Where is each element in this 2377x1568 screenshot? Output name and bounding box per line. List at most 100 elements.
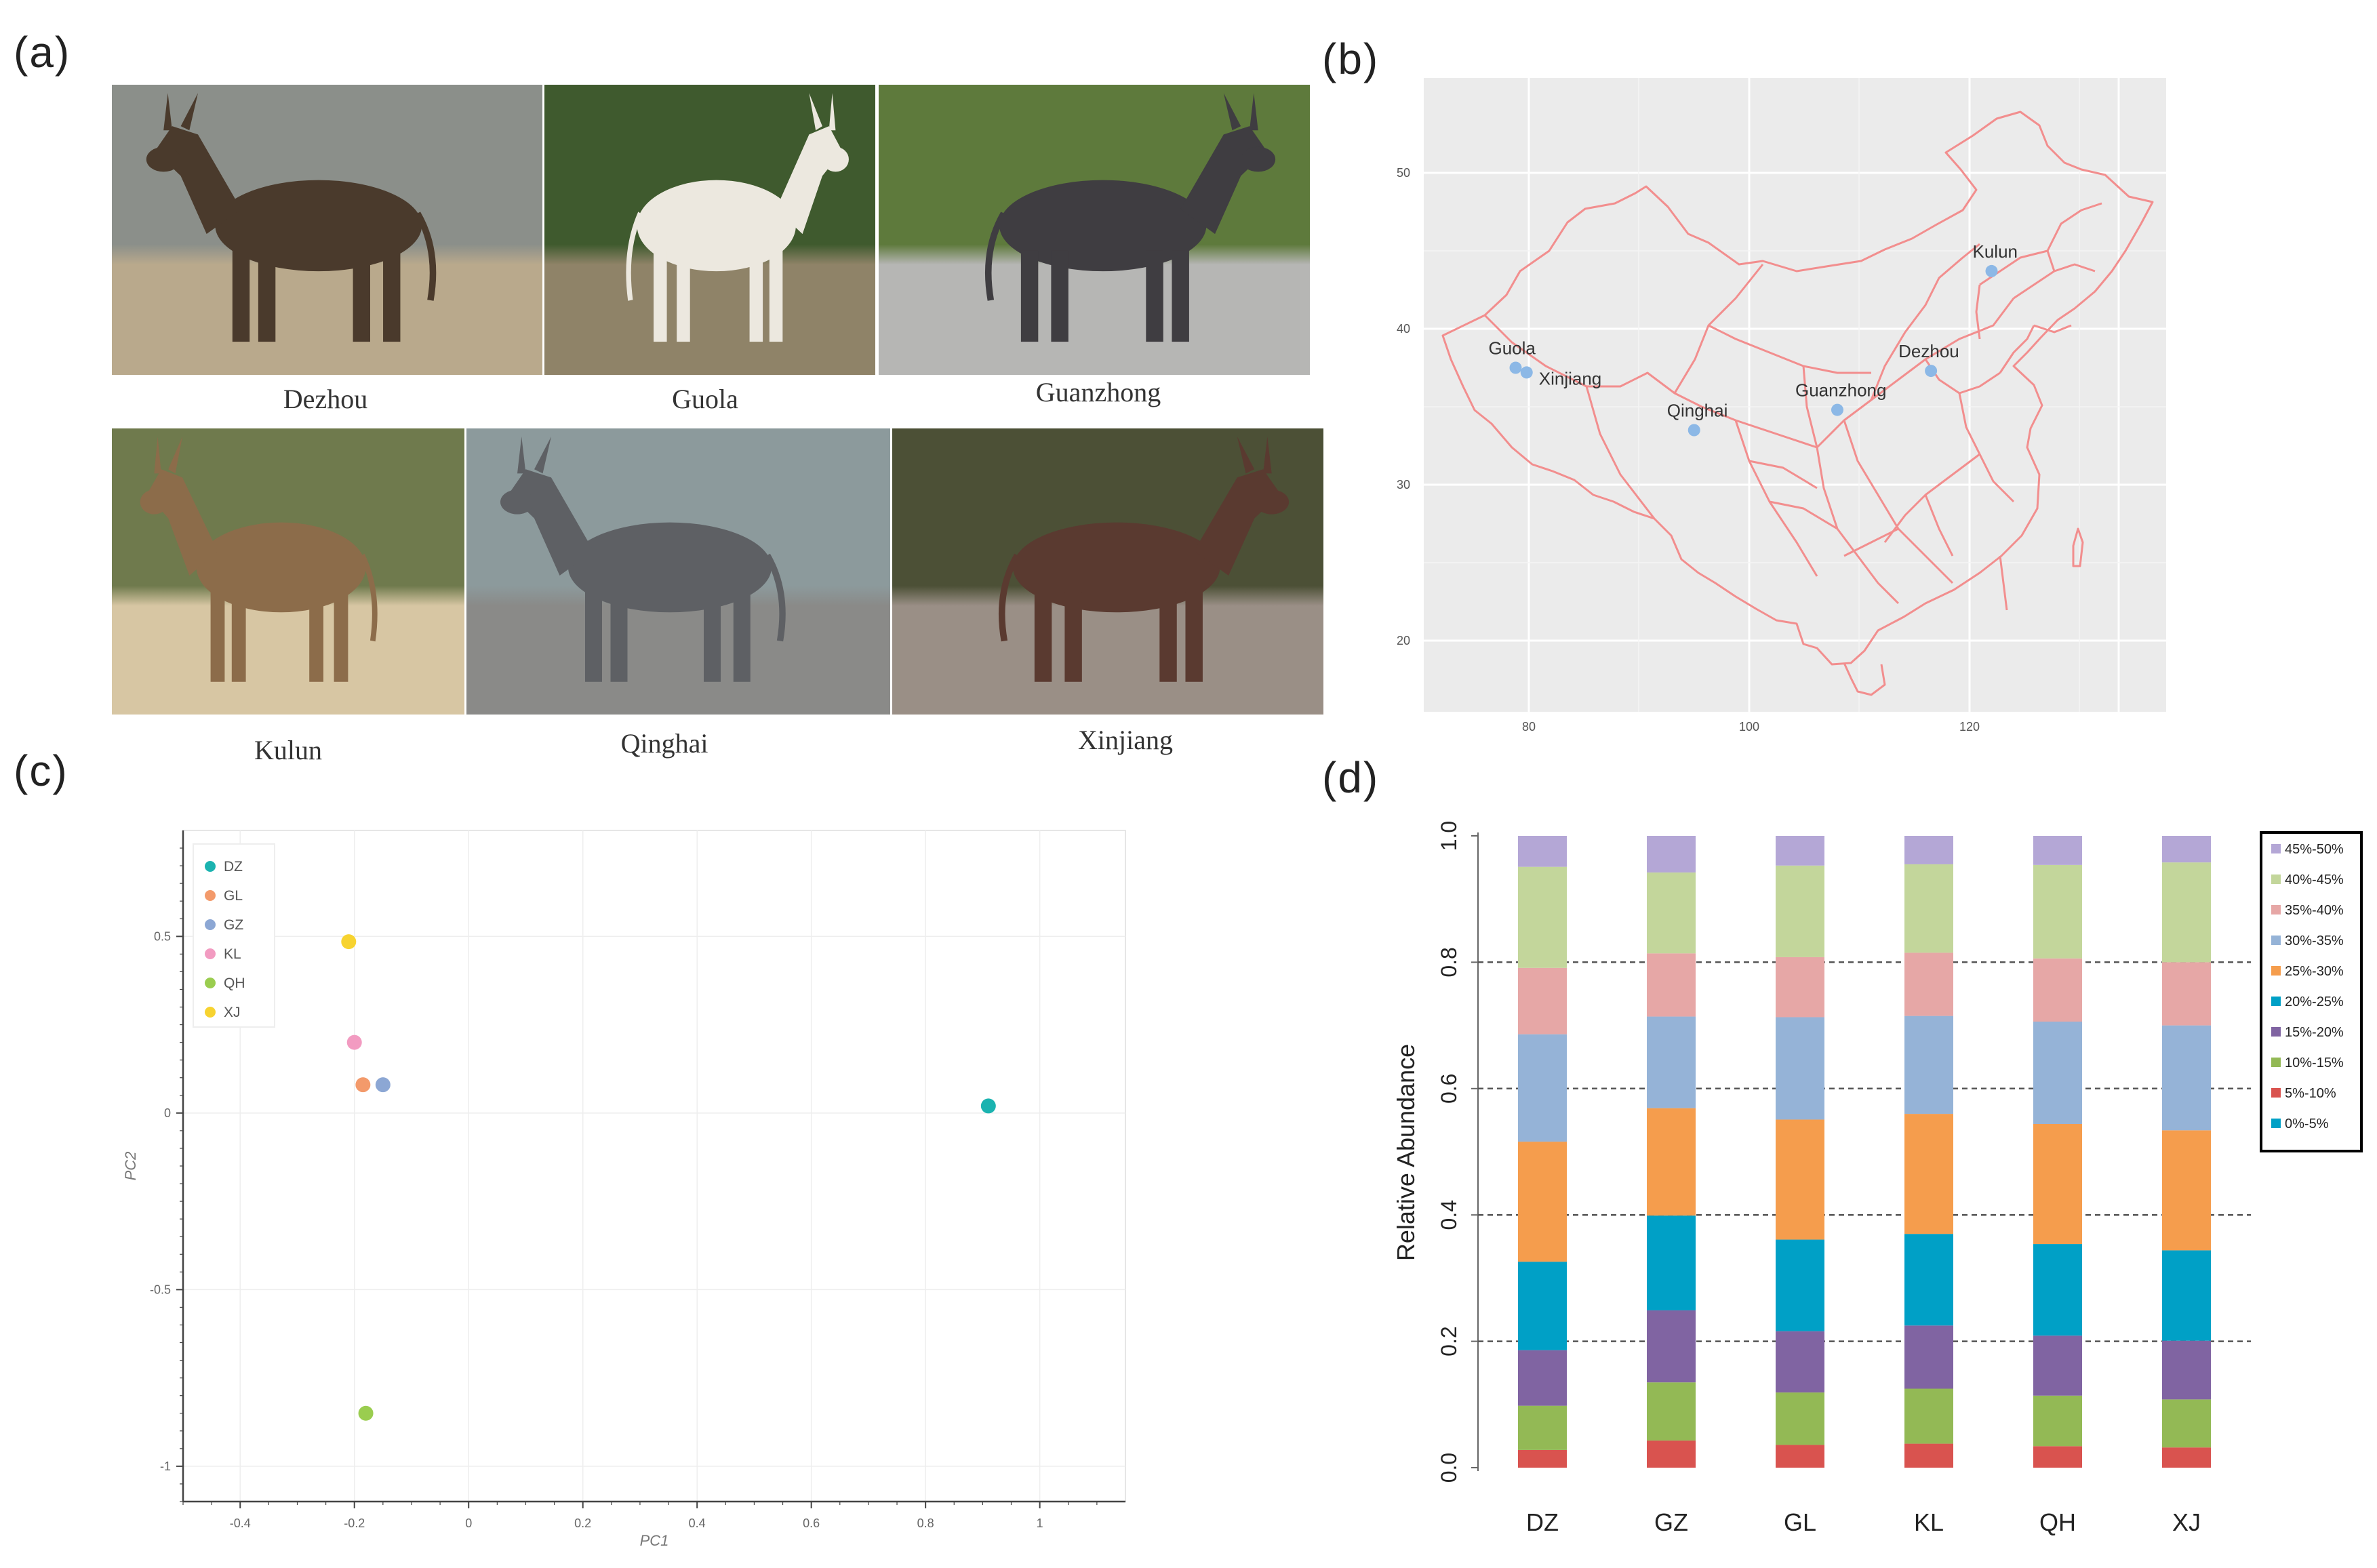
map-y-tick-50: 50 bbox=[1397, 166, 1410, 180]
map-gridlines bbox=[1424, 78, 2166, 712]
bar-segment bbox=[1904, 1443, 1953, 1468]
bar-segment bbox=[2162, 1340, 2211, 1400]
bar-x-tick-label: GL bbox=[1784, 1508, 1816, 1536]
map-y-ticks: 50 40 30 20 bbox=[1397, 166, 1410, 647]
photo-kulun-image bbox=[112, 428, 464, 715]
map-site-label: Kulun bbox=[1973, 241, 2018, 262]
map-site-point bbox=[1925, 365, 1938, 378]
bar-segment bbox=[1904, 1388, 1953, 1444]
pca-legend-label: DZ bbox=[224, 859, 243, 875]
bar-segment bbox=[1647, 1016, 1696, 1108]
pca-x-tick-label: -0.4 bbox=[230, 1516, 251, 1530]
bar-segment bbox=[1776, 865, 1824, 957]
caption-guola: Guola bbox=[672, 384, 738, 414]
pca-legend-label: QH bbox=[224, 976, 245, 991]
bar-segment bbox=[1518, 967, 1567, 1034]
bar-legend-label: 30%-35% bbox=[2285, 933, 2344, 948]
bar-segment bbox=[2033, 1123, 2082, 1245]
donkey-figure bbox=[999, 437, 1290, 682]
bar-legend-label: 5%-10% bbox=[2285, 1086, 2336, 1101]
map-background bbox=[1424, 78, 2166, 712]
bar-legend-label: 0%-5% bbox=[2285, 1117, 2329, 1131]
map-x-tick-80: 80 bbox=[1522, 720, 1536, 733]
bar-y-tick-label: 0.0 bbox=[1437, 1453, 1461, 1483]
bar-legend-label: 40%-45% bbox=[2285, 872, 2344, 887]
bar-segment bbox=[2162, 836, 2211, 863]
pca-points bbox=[341, 934, 996, 1421]
bar-segment bbox=[1904, 1114, 1953, 1234]
panel-label-c: (c) bbox=[14, 746, 68, 795]
photo-dezhou-image bbox=[112, 85, 542, 375]
photo-xinjiang-image bbox=[892, 428, 1323, 715]
bar-segment bbox=[1518, 866, 1567, 968]
bar-segment bbox=[1904, 1016, 1953, 1114]
bar-legend-label: 35%-40% bbox=[2285, 903, 2344, 918]
bar-segment bbox=[1776, 836, 1824, 866]
bar-segment bbox=[1776, 1392, 1824, 1445]
photo-xinjiang bbox=[892, 428, 1323, 715]
pca-x-tick-label: 0.8 bbox=[917, 1516, 934, 1530]
bar-stack-xj bbox=[2162, 836, 2211, 1468]
bar-x-ticks: DZ GZ GL KL QH XJ bbox=[1526, 1508, 2201, 1536]
pca-plot-area bbox=[182, 830, 1126, 1502]
pca-legend-swatch bbox=[205, 861, 216, 872]
pca-x-tick-label: 0.4 bbox=[689, 1516, 706, 1530]
bar-segment bbox=[2033, 864, 2082, 959]
bar-segment bbox=[2033, 1395, 2082, 1447]
donkey-figure bbox=[140, 437, 378, 682]
bar-stack-gz bbox=[1647, 836, 1696, 1468]
caption-kulun: Kulun bbox=[254, 735, 322, 765]
map-x-ticks: 80 100 120 bbox=[1522, 720, 1980, 733]
pca-legend-swatch bbox=[205, 1007, 216, 1018]
bar-segment bbox=[1904, 1234, 1953, 1326]
pca-legend-swatch bbox=[205, 919, 216, 930]
bar-legend-swatch bbox=[2271, 966, 2281, 976]
bar-legend-label: 15%-20% bbox=[2285, 1025, 2344, 1040]
pca-y-label: PC2 bbox=[122, 1152, 139, 1181]
donkey-figure bbox=[626, 93, 849, 342]
pca-x-tick-label: -0.2 bbox=[344, 1516, 365, 1530]
bar-segment bbox=[1776, 1119, 1824, 1240]
pca-legend-swatch bbox=[205, 978, 216, 988]
pca-legend-label: KL bbox=[224, 946, 241, 962]
bar-y-tick-label: 1.0 bbox=[1437, 821, 1461, 851]
bar-legend-swatch bbox=[2271, 875, 2281, 884]
caption-dezhou: Dezhou bbox=[283, 384, 368, 414]
map-site-point bbox=[1831, 403, 1843, 416]
donkey-figure bbox=[500, 437, 786, 682]
bar-segment bbox=[1647, 953, 1696, 1017]
bar-y-ticks: 0.0 0.2 0.4 0.6 0.8 1.0 bbox=[1437, 821, 1478, 1483]
pca-point-qh bbox=[358, 1405, 374, 1421]
photo-guanzhong-image bbox=[879, 85, 1310, 375]
pca-y-ticks: 0.5 0 -0.5 -1 bbox=[150, 847, 183, 1502]
pca-point-dz bbox=[980, 1098, 996, 1114]
pca-x-ticks: -0.4 -0.2 0 0.2 0.4 0.6 0.8 1 bbox=[182, 1502, 1098, 1530]
bar-segment bbox=[2162, 1025, 2211, 1131]
bar-segment bbox=[2033, 1022, 2082, 1124]
pca-x-tick-label: 0.6 bbox=[803, 1516, 820, 1530]
bar-segment bbox=[1518, 1034, 1567, 1142]
bar-x-tick-label: KL bbox=[1914, 1508, 1944, 1536]
bar-y-tick-label: 0.2 bbox=[1437, 1326, 1461, 1356]
map-site-point bbox=[1509, 361, 1522, 374]
bar-segment bbox=[1647, 872, 1696, 954]
bar-x-tick-label: QH bbox=[2039, 1508, 2076, 1536]
bar-segment bbox=[1518, 1405, 1567, 1450]
bar-x-tick-label: XJ bbox=[2172, 1508, 2201, 1536]
bar-legend-box bbox=[2260, 831, 2363, 1152]
donkey-figure bbox=[146, 93, 437, 342]
bar-legend-swatch bbox=[2271, 844, 2281, 853]
map-site-label: Guola bbox=[1489, 338, 1536, 359]
bar-segment bbox=[2162, 962, 2211, 1026]
bar-legend-swatch bbox=[2271, 1119, 2281, 1128]
bar-segment bbox=[2162, 1447, 2211, 1468]
map-site-label: Xinjiang bbox=[1539, 368, 1602, 388]
map-y-tick-30: 30 bbox=[1397, 478, 1410, 491]
bar-segment bbox=[1647, 1440, 1696, 1468]
photo-guola bbox=[544, 85, 875, 375]
bar-segment bbox=[2033, 836, 2082, 865]
bar-legend-label: 20%-25% bbox=[2285, 994, 2344, 1009]
bar-legend-swatch bbox=[2271, 1088, 2281, 1098]
bar-y-tick-label: 0.8 bbox=[1437, 947, 1461, 977]
pca-point-xj bbox=[341, 934, 357, 950]
